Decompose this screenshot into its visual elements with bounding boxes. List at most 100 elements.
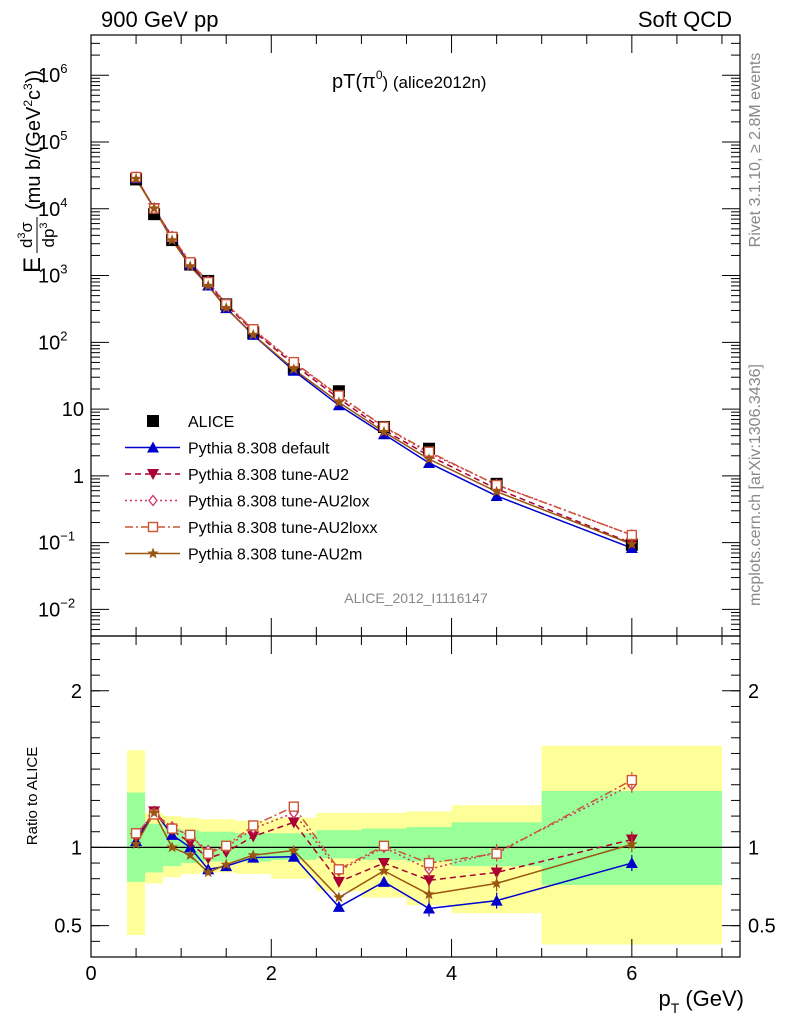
ratio-ytick-label-right: 1 (748, 837, 759, 859)
legend-entry: Pythia 8.308 tune-AU2 (125, 467, 349, 484)
main-ytick-label: 10−1 (38, 529, 75, 555)
ytick-exp: −2 (60, 595, 75, 610)
main-point (626, 538, 638, 549)
ratio-point (490, 894, 503, 906)
title-sup: 0 (376, 68, 383, 82)
main-point (202, 279, 214, 291)
main-ytick-label: 104 (38, 195, 67, 221)
ratio-ytick-label: 0.5 (54, 916, 82, 938)
rivet-label: Rivet 3.1.10, ≥ 2.8M events (747, 53, 764, 248)
main-point (423, 453, 435, 464)
ratio-point (423, 857, 435, 869)
legend-marker (147, 415, 159, 427)
ratio-ytick-label: 2 (71, 681, 82, 703)
main-series-line (135, 177, 633, 544)
ratio-point (333, 891, 345, 903)
main-series-group (130, 171, 638, 554)
legend-label: Pythia 8.308 tune-AU2lox (188, 494, 369, 511)
ytick-base: 10 (38, 65, 60, 87)
ratio-point (625, 857, 638, 869)
ratio-point (221, 840, 232, 852)
ytick-base: 10 (38, 533, 60, 555)
xlabel-sub: T (671, 1000, 680, 1016)
ytick-exp: −1 (60, 529, 75, 544)
title-tail: ) (alice2012n) (383, 73, 487, 92)
ylabel-unit-a: (mu b/(GeV (23, 106, 45, 210)
legend-entry: Pythia 8.308 tune-AU2lox (125, 494, 369, 511)
ytick-base: 10 (38, 332, 60, 354)
header-left-label: 900 GeV pp (101, 7, 218, 32)
main-point (184, 260, 196, 272)
main-point (378, 425, 390, 437)
ytick-base: 10 (38, 599, 60, 621)
ratio-point (423, 902, 436, 914)
ytick-base: 10 (38, 199, 60, 221)
ylabel-unit-c: c (23, 90, 45, 100)
ratio-point (332, 900, 345, 912)
main-point (423, 456, 436, 468)
ytick-base: 10 (62, 399, 84, 421)
legend-label: Pythia 8.308 tune-AU2m (188, 547, 362, 564)
ratio-point (184, 829, 196, 841)
ytick-base: 10 (38, 266, 60, 288)
main-point (490, 489, 503, 501)
xlabel-p: p (659, 986, 671, 1011)
ratio-point (423, 888, 435, 900)
ratio-point (288, 801, 300, 812)
x-axis-label: pT (GeV) (659, 986, 745, 1016)
ratio-point (626, 774, 638, 786)
svg-text:E: E (19, 257, 46, 273)
main-ytick-label: 106 (38, 61, 67, 87)
ratio-point (378, 840, 390, 852)
ratio-ytick-label-right: 0.5 (748, 916, 776, 938)
ratio-point (490, 867, 503, 879)
ratio-point (377, 875, 390, 887)
ylabel-d-top: d (17, 239, 36, 248)
x-tick-label: 4 (446, 963, 457, 985)
ratio-point (148, 806, 160, 818)
main-ytick-label: 105 (38, 128, 67, 154)
ylabel-unit-3: 3 (21, 83, 35, 90)
ratio-point (423, 875, 436, 887)
ratio-point (287, 817, 300, 829)
ratio-point (184, 837, 197, 849)
ratio-point (247, 831, 260, 843)
main-ytick-label: 103 (38, 262, 67, 288)
ylabel-e: E (19, 257, 46, 273)
ratio-point (202, 866, 214, 878)
header-right-label: Soft QCD (638, 7, 732, 32)
ratio-point (202, 848, 214, 859)
ratio-point (490, 877, 503, 889)
title-main: pT(π (332, 71, 376, 93)
ylabel-unit-2: 2 (21, 100, 35, 107)
main-ylabel: E d3σ dp3 (mu b/(GeV2c3)) (16, 70, 58, 273)
x-tick-label: 0 (85, 963, 96, 985)
ylabel-3-top: 3 (16, 232, 28, 238)
legend-entry: Pythia 8.308 tune-AU2loxx (125, 520, 377, 537)
ytick-exp: 5 (60, 128, 67, 143)
ytick-base: 10 (38, 132, 60, 154)
main-point (247, 328, 259, 340)
ratio-point (491, 848, 502, 859)
ylabel-sigma: σ (17, 221, 36, 232)
ratio-point (332, 876, 345, 888)
ratio-point (378, 864, 390, 876)
ytick-exp: 2 (60, 328, 67, 343)
ytick-exp: 3 (60, 262, 67, 277)
legend-marker (147, 547, 159, 559)
svg-text:d3σ: d3σ (16, 221, 36, 248)
ratio-point (248, 820, 259, 831)
ratio-series-group (130, 772, 638, 917)
ratio-point (220, 858, 232, 870)
ratio-point (247, 849, 259, 861)
legend-label: Pythia 8.308 tune-AU2 (188, 467, 349, 484)
ylabel-dp: dp (39, 229, 58, 248)
ratio-point (130, 828, 142, 839)
main-point (220, 302, 232, 313)
x-tick-label: 2 (266, 963, 277, 985)
ratio-point (287, 850, 300, 862)
main-title: pT(π0) (alice2012n) (332, 68, 486, 93)
ratio-frame (90, 635, 741, 958)
ytick-exp: 4 (60, 195, 67, 210)
